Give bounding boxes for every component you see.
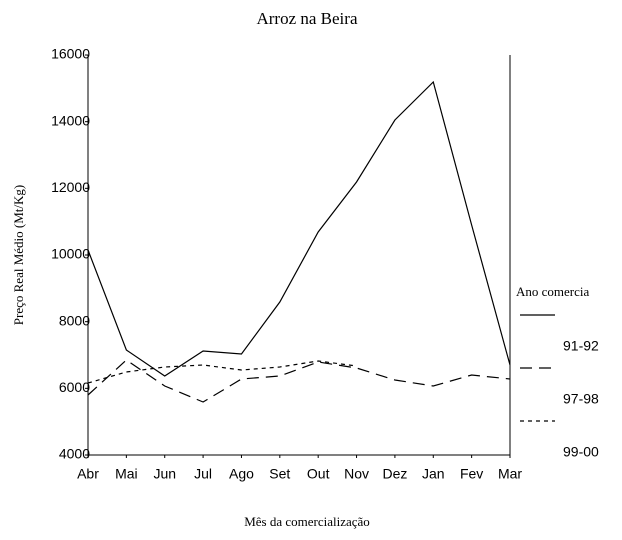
- x-tick-label: Jan: [422, 466, 445, 482]
- line: [87, 359, 511, 403]
- x-tick-label: Nov: [344, 466, 369, 482]
- y-tick-label: 14000: [51, 112, 90, 128]
- x-tick-label: Mar: [498, 466, 522, 482]
- y-axis-label: Preço Real Médio (Mt/Kg): [11, 185, 26, 325]
- x-tick-label: Mai: [115, 466, 138, 482]
- x-tick-label: Abr: [77, 466, 99, 482]
- x-tick-label: Ago: [229, 466, 254, 482]
- line: [87, 80, 511, 377]
- x-axis-label: Mês da comercialização: [244, 514, 370, 529]
- y-tick-label: 10000: [51, 246, 90, 262]
- x-tick-label: Jun: [153, 466, 176, 482]
- y-tick-label: 6000: [59, 379, 90, 395]
- y-tick-label: 8000: [59, 312, 90, 328]
- line: [87, 360, 357, 384]
- x-tick-label: Fev: [460, 466, 483, 482]
- x-tick-label: Dez: [382, 466, 407, 482]
- legend-title: Ano comercia: [516, 284, 590, 299]
- legend-label: 91-92: [563, 338, 599, 354]
- y-tick-label: 12000: [51, 179, 90, 195]
- chart-title: Arroz na Beira: [256, 9, 357, 28]
- x-tick-label: Out: [307, 466, 330, 482]
- x-tick-label: Jul: [194, 466, 212, 482]
- legend-label: 99-00: [563, 444, 599, 460]
- y-tick-label: 16000: [51, 46, 90, 62]
- legend-label: 97-98: [563, 391, 599, 407]
- y-tick-label: 4000: [59, 446, 90, 462]
- x-tick-label: Set: [269, 466, 290, 482]
